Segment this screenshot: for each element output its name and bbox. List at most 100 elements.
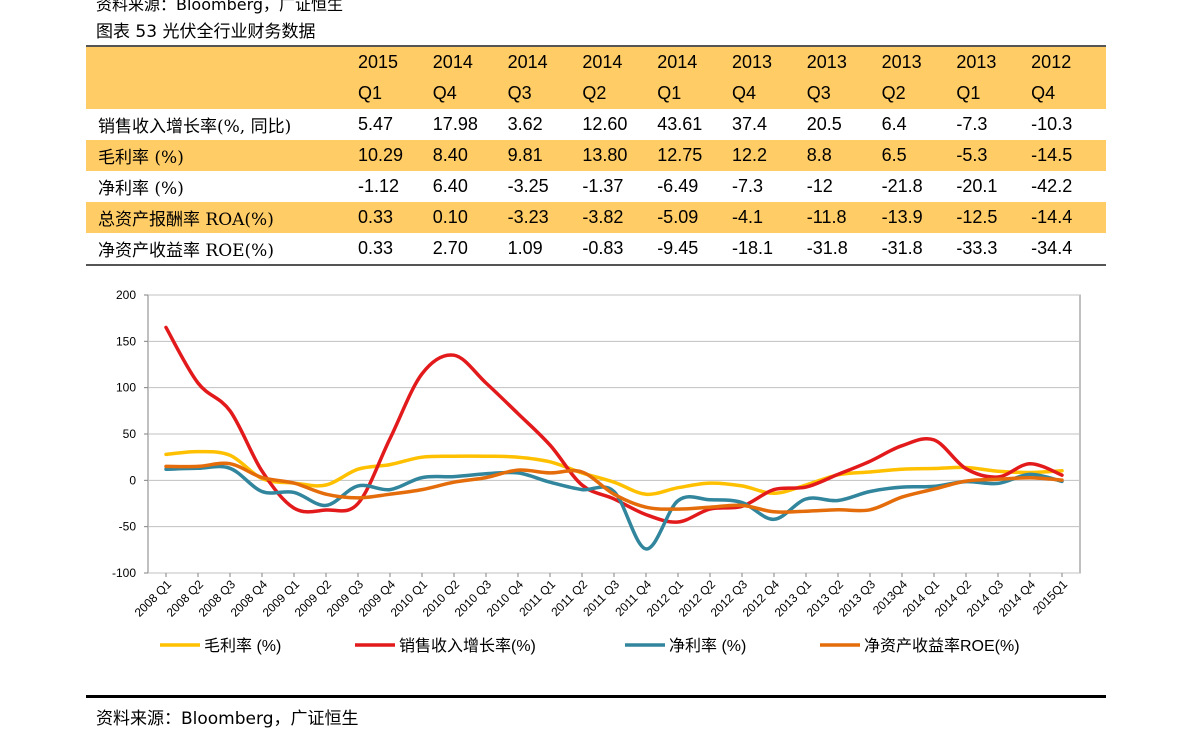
source-note: 资料来源：Bloomberg，广证恒生 (96, 709, 359, 729)
table-cell: 3.62 (507, 114, 543, 134)
table-cell: 20.5 (806, 114, 842, 134)
header-quarter-cell: Q1 (657, 83, 682, 103)
table-cell: -5.3 (956, 145, 988, 165)
table-cell: -3.23 (507, 207, 549, 227)
table-cell: -9.45 (657, 238, 699, 258)
table-cell: 8.8 (806, 145, 832, 165)
table-cell: -7.3 (956, 114, 988, 134)
row-label: 总资产报酬率 ROA(%) (98, 210, 274, 230)
y-tick-label: 150 (116, 334, 136, 348)
table-cell: 0.33 (358, 238, 394, 258)
y-tick-label: 50 (123, 427, 137, 441)
table-cell: -13.9 (881, 207, 923, 227)
table-cell: 12.2 (731, 145, 768, 165)
table-cell: -14.5 (1031, 145, 1073, 165)
table-cell: 1.09 (507, 238, 543, 258)
series-line-1 (164, 325, 1064, 524)
header-year-cell: 2014 (507, 52, 548, 72)
series-line-2 (164, 464, 1064, 551)
table-cell: 8.40 (432, 145, 468, 165)
table-cell: -31.8 (806, 238, 848, 258)
table-cell: -20.1 (956, 176, 998, 196)
table-cell: -1.12 (358, 176, 400, 196)
financial-data-table: 2015 2014 2014 2014 2014 2013 2013 2013 2013 2012… (86, 45, 1106, 266)
table-cell: -3.82 (582, 207, 624, 227)
table-cell: 0.10 (432, 207, 468, 227)
table-cell: -21.8 (881, 176, 923, 196)
table-cell: -6.49 (657, 176, 699, 196)
line-chart: -100 -50 0 50 100 150 200 2008 Q1 2008 Q2 2008 Q3… (90, 285, 1110, 665)
header-quarter-cell: Q3 (806, 83, 831, 103)
table-cell: -4.1 (731, 207, 764, 227)
header-year-cell: 2012 (1031, 52, 1072, 72)
y-tick-label: 200 (116, 288, 136, 302)
header-year-cell: 2013 (731, 52, 773, 72)
header-year-cell: 2013 (956, 52, 997, 72)
y-tick-label: 0 (129, 473, 136, 487)
row-label: 毛利率 (%) (98, 148, 184, 168)
table-cell: -7.3 (731, 176, 764, 196)
header-quarter-cell: Q2 (582, 83, 607, 103)
legend-label: 毛利率 (%) (204, 637, 281, 655)
table-row: 净利率 (%) -1.12 6.40 -3.25 -1.37 -6.49 -7.3 -12 -2… (86, 171, 1106, 202)
header-quarter-cell: Q4 (432, 83, 457, 103)
legend-label: 净利率 (%) (669, 637, 746, 655)
header-quarter-cell: Q1 (956, 83, 981, 103)
table-cell: -12.5 (956, 207, 998, 227)
table-cell: -10.3 (1031, 114, 1073, 134)
table-cell: 37.4 (731, 114, 768, 134)
table-cell: 10.29 (358, 145, 404, 165)
table-cell: 9.81 (507, 145, 543, 165)
table-cell: -42.2 (1031, 176, 1073, 196)
table-cell: -0.83 (582, 238, 624, 258)
table-cell: -12 (806, 176, 833, 196)
header-corner-cell (86, 78, 358, 109)
table-cell: 2.70 (432, 238, 468, 258)
table-row: 净资产收益率 ROE(%) 0.33 2.70 1.09 -0.83 -9.45 -18.1… (86, 233, 1106, 265)
table-cell: -3.25 (507, 176, 549, 196)
header-year-cell: 2013 (881, 52, 922, 72)
table-row: 总资产报酬率 ROA(%) 0.33 0.10 -3.23 -3.82 -5.09 -4.1… (86, 202, 1106, 233)
table-row: 销售收入增长率(%, 同比) 5.47 17.98 3.62 12.60 43.61 37.… (86, 109, 1106, 140)
table-cell: -5.09 (657, 207, 699, 227)
legend-label: 销售收入增长率(%) (399, 637, 536, 655)
y-tick-label: 100 (116, 381, 136, 395)
table-cell: -33.3 (956, 238, 998, 258)
top-source-cut: 资料来源：Bloomberg，广证恒生 (96, 0, 344, 14)
y-tick-label: -50 (119, 520, 137, 534)
table-cell: 6.4 (881, 114, 907, 134)
table-cell: 0.33 (358, 207, 394, 227)
header-year-cell: 2013 (806, 52, 847, 72)
header-quarter-cell: Q3 (507, 83, 532, 103)
table-cell: 6.5 (881, 145, 907, 165)
table-cell: 6.40 (432, 176, 468, 196)
header-quarter-cell: Q4 (731, 83, 756, 103)
table-cell: 5.47 (358, 114, 394, 134)
header-quarter-cell: Q4 (1031, 83, 1056, 103)
legend-label: 净资产收益率ROE(%) (864, 637, 1020, 655)
table-cell: -14.4 (1031, 207, 1073, 227)
header-year-cell: 2014 (582, 52, 623, 72)
table-cell: -1.37 (582, 176, 624, 196)
x-tick-label: 2015Q1 (1030, 577, 1070, 617)
row-label: 销售收入增长率(%, 同比) (98, 117, 292, 137)
header-corner-cell (86, 46, 358, 78)
table-cell: -34.4 (1031, 238, 1073, 258)
table-cell: 12.60 (582, 114, 628, 134)
header-year-cell: 2014 (657, 52, 698, 72)
table-cell: -18.1 (731, 238, 774, 258)
header-year-cell: 2015 (358, 52, 399, 72)
header-quarter-cell: Q2 (881, 83, 906, 103)
table-cell: 17.98 (432, 114, 478, 134)
table-cell: 12.75 (657, 145, 703, 165)
table-cell: 43.61 (657, 114, 703, 134)
table-body: 销售收入增长率(%, 同比) 5.47 17.98 3.62 12.60 43.61 37.… (86, 109, 1106, 265)
row-label: 净利率 (%) (98, 179, 184, 199)
table-cell: -11.8 (806, 207, 847, 227)
bottom-divider (86, 695, 1106, 698)
table-cell: 13.80 (582, 145, 628, 165)
table-header-year-row: 2015 2014 2014 2014 2014 2013 2013 2013 2013 2012 (86, 46, 1106, 78)
series-line-0 (164, 449, 1064, 497)
y-tick-label: -100 (112, 566, 136, 580)
